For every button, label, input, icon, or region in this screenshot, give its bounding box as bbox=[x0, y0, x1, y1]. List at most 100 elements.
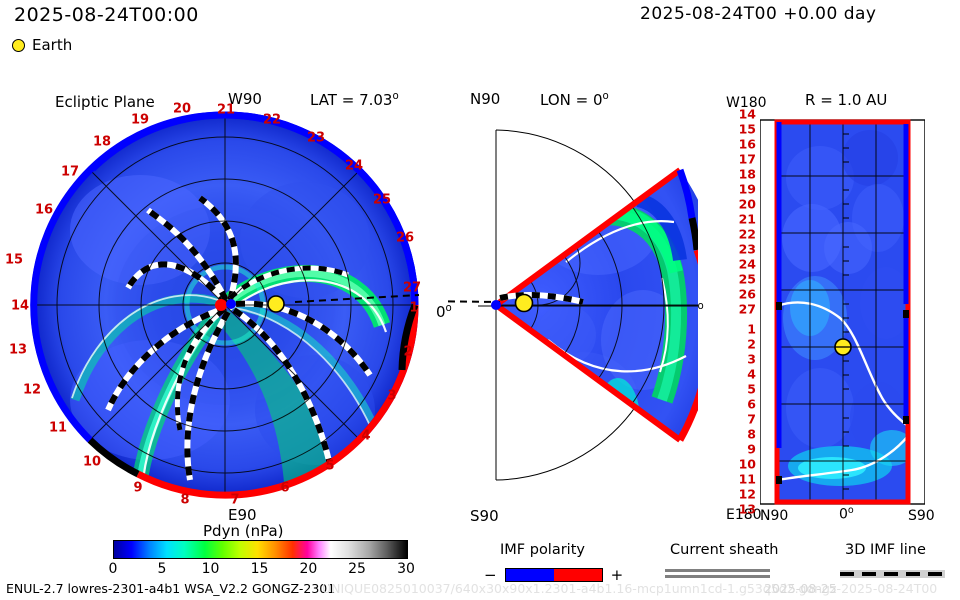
colorbar-tick-10: 10 bbox=[201, 561, 220, 577]
ecliptic-tick-27: 27 bbox=[402, 280, 422, 296]
meridional-s90-label: S90 bbox=[470, 507, 499, 525]
radial-ytick-7: 7 bbox=[747, 411, 756, 427]
colorbar-tick-labels: 0 5 10 15 20 25 30 bbox=[109, 561, 415, 581]
ecliptic-tick-24: 24 bbox=[344, 158, 364, 174]
radial-e180-label: E180 bbox=[726, 507, 762, 523]
ecliptic-tick-9: 9 bbox=[133, 480, 143, 496]
radial-ytick-23: 23 bbox=[738, 241, 756, 257]
ecliptic-tick-15: 15 bbox=[4, 252, 24, 268]
radial-cut-plot[interactable]: 14 15 16 17 18 19 20 21 22 23 24 25 26 2… bbox=[739, 107, 926, 517]
earth-legend: Earth bbox=[12, 38, 72, 53]
simulation-datetime-label: 2025-08-24T00:00 bbox=[14, 4, 199, 26]
current-sheath-line-upper bbox=[665, 569, 770, 572]
degree-unit: o bbox=[602, 91, 609, 102]
zero-value: 0 bbox=[839, 506, 848, 523]
lat-value: LAT = 7.03 bbox=[310, 91, 393, 109]
earth-marker-icon bbox=[12, 39, 25, 52]
imf-3d-legend-swatch bbox=[840, 570, 945, 578]
ecliptic-tick-3: 3 bbox=[387, 388, 397, 404]
radial-ytick-17: 17 bbox=[738, 151, 756, 167]
ecliptic-panel-title: Ecliptic Plane bbox=[55, 93, 155, 111]
current-sheath-legend-title: Current sheath bbox=[670, 542, 779, 558]
imf-3d-dash bbox=[906, 572, 920, 576]
radial-xtick-zero: 0o bbox=[839, 506, 854, 522]
radial-ytick-21: 21 bbox=[738, 211, 756, 227]
ecliptic-tick-26: 26 bbox=[395, 230, 415, 246]
radial-ytick-13: 13 bbox=[738, 501, 756, 517]
radial-ytick-26: 26 bbox=[738, 286, 756, 302]
degree-unit: o bbox=[697, 301, 704, 312]
ecliptic-tick-2: 2 bbox=[403, 344, 413, 360]
ecliptic-w90-label: W90 bbox=[228, 90, 262, 108]
ecliptic-disc bbox=[30, 110, 420, 500]
ecliptic-tick-23: 23 bbox=[306, 130, 326, 146]
current-sheath-legend-swatch bbox=[665, 566, 770, 581]
radial-ytick-9: 9 bbox=[747, 441, 756, 457]
ecliptic-tick-6: 6 bbox=[280, 480, 290, 496]
model-version-footer: ENUL-2.7 lowres-2301-a4b1 WSA_V2.2 GONGZ… bbox=[6, 581, 336, 596]
ecliptic-tick-5: 5 bbox=[325, 458, 335, 474]
radial-ytick-12: 12 bbox=[738, 486, 756, 502]
ecliptic-tick-13: 13 bbox=[8, 342, 28, 358]
radial-ytick-18: 18 bbox=[738, 166, 756, 182]
ecliptic-tick-19: 19 bbox=[130, 112, 150, 128]
earth-legend-label: Earth bbox=[32, 36, 73, 54]
radial-ytick-16: 16 bbox=[738, 136, 756, 152]
imf-polarity-legend-swatch: − + bbox=[484, 566, 623, 584]
ecliptic-tick-17: 17 bbox=[60, 164, 80, 180]
degree-unit: o bbox=[445, 303, 452, 314]
imf-3d-dash bbox=[928, 572, 942, 576]
radial-w180-label: W180 bbox=[726, 95, 767, 111]
meridional-plane-plot[interactable] bbox=[327, 110, 724, 500]
imf-polarity-bar bbox=[504, 568, 603, 582]
ecliptic-tick-10: 10 bbox=[82, 454, 102, 470]
radial-ytick-14: 14 bbox=[738, 106, 756, 122]
zero-value: 0 bbox=[436, 303, 446, 321]
radial-ytick-10: 10 bbox=[738, 456, 756, 472]
imf-positive-swatch bbox=[553, 569, 602, 581]
ecliptic-tick-21: 21 bbox=[216, 102, 236, 118]
imf-3d-dash bbox=[840, 572, 854, 576]
ecliptic-tick-8: 8 bbox=[180, 492, 190, 508]
ecliptic-plane-plot[interactable]: 15 14 13 12 11 10 9 8 7 6 5 4 3 2 1 27 2… bbox=[5, 102, 422, 508]
ecliptic-tick-16: 16 bbox=[34, 202, 54, 218]
ecliptic-tick-7: 7 bbox=[230, 492, 240, 508]
ecliptic-tick-18: 18 bbox=[92, 134, 112, 150]
degree-unit: o bbox=[392, 91, 399, 102]
colorbar-tick-20: 20 bbox=[299, 561, 318, 577]
ecliptic-tick-22: 22 bbox=[262, 112, 282, 128]
radial-panel-title: R = 1.0 AU bbox=[805, 91, 888, 109]
radial-field-svg bbox=[759, 119, 926, 505]
colorbar-tick-25: 25 bbox=[348, 561, 366, 577]
current-sheath-line-lower bbox=[665, 575, 770, 578]
radial-ytick-25: 25 bbox=[738, 271, 756, 287]
ecliptic-tick-20: 20 bbox=[172, 101, 192, 117]
degree-unit: o bbox=[847, 505, 854, 516]
pdyn-colorbar[interactable] bbox=[113, 540, 408, 559]
colorbar-tick-0: 0 bbox=[108, 561, 118, 577]
ecliptic-zero-longitude-label: 0o bbox=[436, 303, 452, 321]
colorbar-tick-15: 15 bbox=[250, 561, 269, 577]
radial-ytick-11: 11 bbox=[738, 471, 756, 487]
meridional-longitude-label: LON = 0o bbox=[540, 91, 609, 109]
imf-3d-legend-title: 3D IMF line bbox=[845, 542, 926, 558]
imf-3d-dash bbox=[862, 572, 876, 576]
radial-ytick-24: 24 bbox=[738, 256, 756, 272]
lon-value: LON = 0 bbox=[540, 91, 603, 109]
radial-ytick-5: 5 bbox=[747, 381, 756, 397]
ecliptic-tick-1: 1 bbox=[409, 300, 419, 316]
ecliptic-latitude-label: LAT = 7.03o bbox=[310, 91, 399, 109]
imf-minus-label: − bbox=[484, 566, 497, 584]
imf-3d-dash bbox=[884, 572, 898, 576]
colorbar-tick-5: 5 bbox=[157, 561, 167, 577]
radial-ytick-3: 3 bbox=[747, 351, 756, 367]
radial-ytick-8: 8 bbox=[747, 426, 756, 442]
radial-ytick-20: 20 bbox=[738, 196, 756, 212]
radial-ytick-19: 19 bbox=[738, 181, 756, 197]
radial-ytick-15: 15 bbox=[738, 121, 756, 137]
meridional-n90-label: N90 bbox=[470, 90, 501, 108]
ecliptic-tick-4: 4 bbox=[361, 428, 371, 444]
radial-ytick-1: 1 bbox=[747, 321, 756, 337]
radial-xtick-n90: N90 bbox=[760, 508, 789, 524]
colorbar-title: Pdyn (nPa) bbox=[203, 522, 284, 540]
